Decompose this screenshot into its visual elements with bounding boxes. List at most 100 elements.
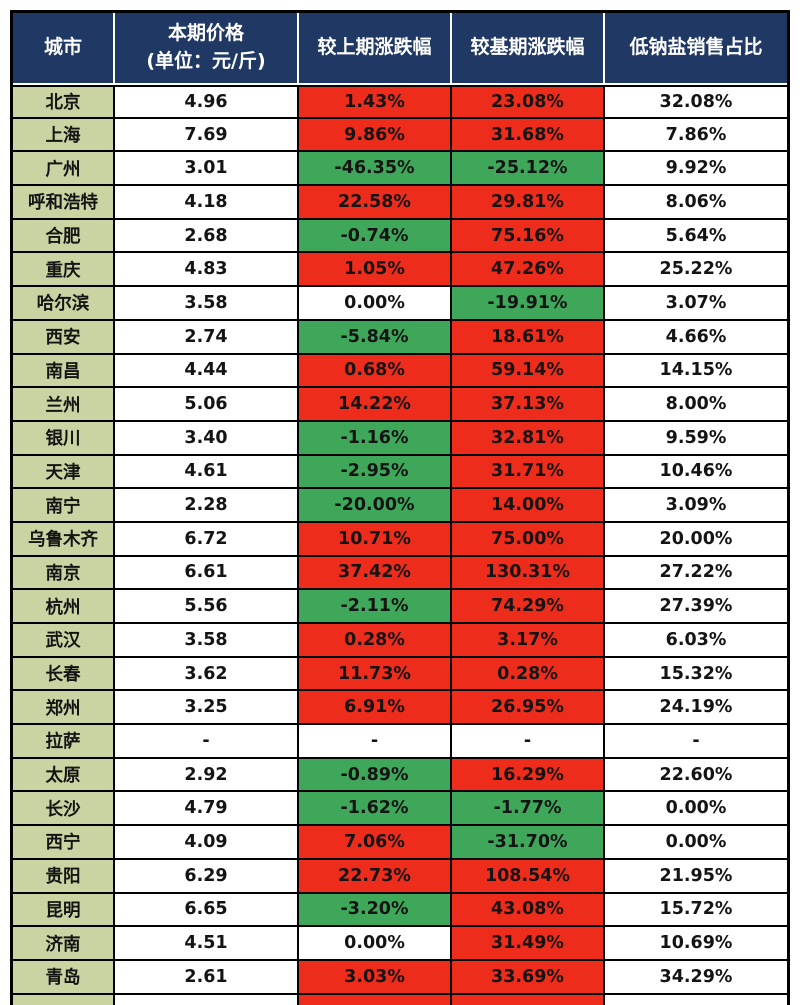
vs-base-cell: 3.17% — [452, 624, 605, 658]
vs-base-cell: 75.00% — [452, 522, 605, 557]
cutoff-price-cell — [115, 994, 299, 1005]
price-cell: 2.28 — [115, 489, 299, 523]
table-row: 天津 4.61 -2.95% 31.71% 10.46% — [13, 455, 787, 490]
price-cell: 4.61 — [115, 455, 299, 490]
vs-prev-cell: -20.00% — [299, 489, 452, 523]
price-cell: 2.74 — [115, 320, 299, 355]
vs-base-cell: 0.28% — [452, 657, 605, 692]
vs-prev-cell: -2.95% — [299, 455, 452, 490]
price-cell: 4.83 — [115, 253, 299, 288]
vs-base-cell: 31.68% — [452, 118, 605, 153]
vs-prev-cell: 1.43% — [299, 85, 452, 119]
price-cell: 2.92 — [115, 758, 299, 793]
low-sodium-share-cell: 15.32% — [605, 657, 787, 692]
vs-prev-cell: 9.86% — [299, 118, 452, 153]
city-cell: 广州 — [13, 152, 115, 187]
low-sodium-share-cell: 27.39% — [605, 590, 787, 624]
city-cell: 乌鲁木齐 — [13, 522, 115, 557]
city-cell: 拉萨 — [13, 725, 115, 759]
price-cell: 5.06 — [115, 388, 299, 422]
city-cell: 南宁 — [13, 489, 115, 523]
table-row: 南京 6.61 37.42% 130.31% 27.22% — [13, 556, 787, 591]
vs-prev-cell: -1.16% — [299, 421, 452, 456]
vs-base-cell: 47.26% — [452, 253, 605, 288]
low-sodium-share-cell: 21.95% — [605, 859, 787, 894]
low-sodium-share-cell: 14.15% — [605, 354, 787, 389]
cutoff-share-cell — [605, 994, 787, 1005]
price-cell: 4.79 — [115, 792, 299, 827]
header-price-label: 本期价格 — [167, 22, 244, 45]
vs-base-cell: 37.13% — [452, 388, 605, 422]
table-row: 西安 2.74 -5.84% 18.61% 4.66% — [13, 320, 787, 355]
price-cell: 6.29 — [115, 859, 299, 894]
city-cell: 北京 — [13, 85, 115, 119]
city-cell: 郑州 — [13, 691, 115, 726]
city-cell: 呼和浩特 — [13, 186, 115, 220]
low-sodium-share-cell: 4.66% — [605, 320, 787, 355]
price-cell: 3.62 — [115, 657, 299, 692]
table-row: 兰州 5.06 14.22% 37.13% 8.00% — [13, 388, 787, 422]
cutoff-vs-prev-cell — [299, 994, 452, 1005]
low-sodium-share-cell: 20.00% — [605, 522, 787, 557]
low-sodium-share-cell: 8.00% — [605, 388, 787, 422]
city-cell: 兰州 — [13, 388, 115, 422]
vs-base-cell: -31.70% — [452, 826, 605, 860]
vs-base-cell: 31.49% — [452, 927, 605, 961]
vs-base-cell: 32.81% — [452, 421, 605, 456]
price-cell: 3.58 — [115, 624, 299, 658]
city-cell: 西安 — [13, 320, 115, 355]
table-body: 北京 4.96 1.43% 23.08% 32.08% 上海 7.69 9.86% 31.68%… — [13, 85, 787, 995]
vs-prev-cell: 14.22% — [299, 388, 452, 422]
low-sodium-share-cell: 27.22% — [605, 556, 787, 591]
city-cell: 长沙 — [13, 792, 115, 827]
header-city: 城市 — [13, 13, 115, 85]
price-cell: 6.65 — [115, 893, 299, 928]
vs-prev-cell: 0.68% — [299, 354, 452, 389]
vs-prev-cell: 3.03% — [299, 960, 452, 995]
low-sodium-share-cell: 10.69% — [605, 927, 787, 961]
header-vs-base-label: 较基期涨跌幅 — [470, 36, 585, 59]
header-vs-base: 较基期涨跌幅 — [452, 13, 605, 85]
vs-prev-cell: -0.74% — [299, 219, 452, 254]
price-cell: 5.56 — [115, 590, 299, 624]
table-row: 南宁 2.28 -20.00% 14.00% 3.09% — [13, 489, 787, 523]
price-cell: 4.96 — [115, 85, 299, 119]
low-sodium-share-cell: 10.46% — [605, 455, 787, 490]
price-cell: 3.58 — [115, 287, 299, 321]
low-sodium-share-cell: - — [605, 725, 787, 759]
city-cell: 合肥 — [13, 219, 115, 254]
table-row: 长春 3.62 11.73% 0.28% 15.32% — [13, 657, 787, 692]
vs-base-cell: 29.81% — [452, 186, 605, 220]
vs-prev-cell: 1.05% — [299, 253, 452, 288]
price-cell: 3.25 — [115, 691, 299, 726]
vs-base-cell: -1.77% — [452, 792, 605, 827]
price-cell: 4.51 — [115, 927, 299, 961]
vs-prev-cell: 0.00% — [299, 287, 452, 321]
low-sodium-share-cell: 25.22% — [605, 253, 787, 288]
table-row: 哈尔滨 3.58 0.00% -19.91% 3.07% — [13, 287, 787, 321]
price-cell: - — [115, 725, 299, 759]
salt-price-table: 城市 本期价格 (单位：元/斤) 较上期涨跌幅 较基期涨跌幅 低钠盐销售占比 北… — [10, 10, 790, 1005]
cutoff-row — [13, 994, 787, 1005]
header-price: 本期价格 (单位：元/斤) — [115, 13, 299, 85]
vs-prev-cell: -46.35% — [299, 152, 452, 187]
vs-base-cell: 14.00% — [452, 489, 605, 523]
low-sodium-share-cell: 7.86% — [605, 118, 787, 153]
table-row: 青岛 2.61 3.03% 33.69% 34.29% — [13, 960, 787, 995]
low-sodium-share-cell: 0.00% — [605, 826, 787, 860]
vs-base-cell: 75.16% — [452, 219, 605, 254]
city-cell: 杭州 — [13, 590, 115, 624]
city-cell: 哈尔滨 — [13, 287, 115, 321]
header-city-label: 城市 — [43, 36, 82, 59]
vs-prev-cell: 0.28% — [299, 624, 452, 658]
city-cell: 重庆 — [13, 253, 115, 288]
city-cell: 青岛 — [13, 960, 115, 995]
city-cell: 西宁 — [13, 826, 115, 860]
vs-prev-cell: -0.89% — [299, 758, 452, 793]
low-sodium-share-cell: 6.03% — [605, 624, 787, 658]
table-row: 呼和浩特 4.18 22.58% 29.81% 8.06% — [13, 186, 787, 220]
low-sodium-share-cell: 0.00% — [605, 792, 787, 827]
city-cell: 太原 — [13, 758, 115, 793]
city-cell: 济南 — [13, 927, 115, 961]
table-row: 拉萨 - - - - — [13, 725, 787, 759]
